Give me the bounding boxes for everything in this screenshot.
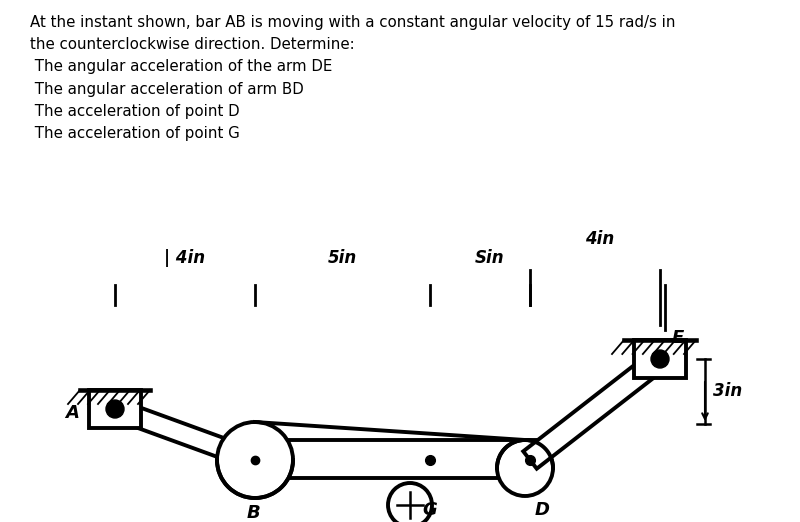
Polygon shape [111, 400, 258, 469]
Text: Sin: Sin [475, 249, 505, 267]
Circle shape [651, 350, 669, 368]
Circle shape [217, 422, 293, 498]
Text: At the instant shown, bar AB is moving with a constant angular velocity of 15 ra: At the instant shown, bar AB is moving w… [30, 15, 675, 141]
Bar [89, 390, 141, 428]
Text: B: B [247, 504, 261, 522]
Text: 4in: 4in [586, 230, 614, 248]
Circle shape [106, 400, 124, 418]
Text: G: G [422, 501, 437, 519]
Bar [634, 340, 686, 378]
Polygon shape [523, 350, 666, 469]
Text: E: E [672, 329, 684, 347]
Circle shape [388, 483, 432, 522]
Text: A: A [65, 404, 79, 422]
Text: D: D [535, 501, 550, 519]
Text: | 4in: | 4in [165, 249, 206, 267]
Text: 5in: 5in [328, 249, 357, 267]
Text: 3in: 3in [713, 383, 742, 400]
Circle shape [497, 440, 553, 496]
